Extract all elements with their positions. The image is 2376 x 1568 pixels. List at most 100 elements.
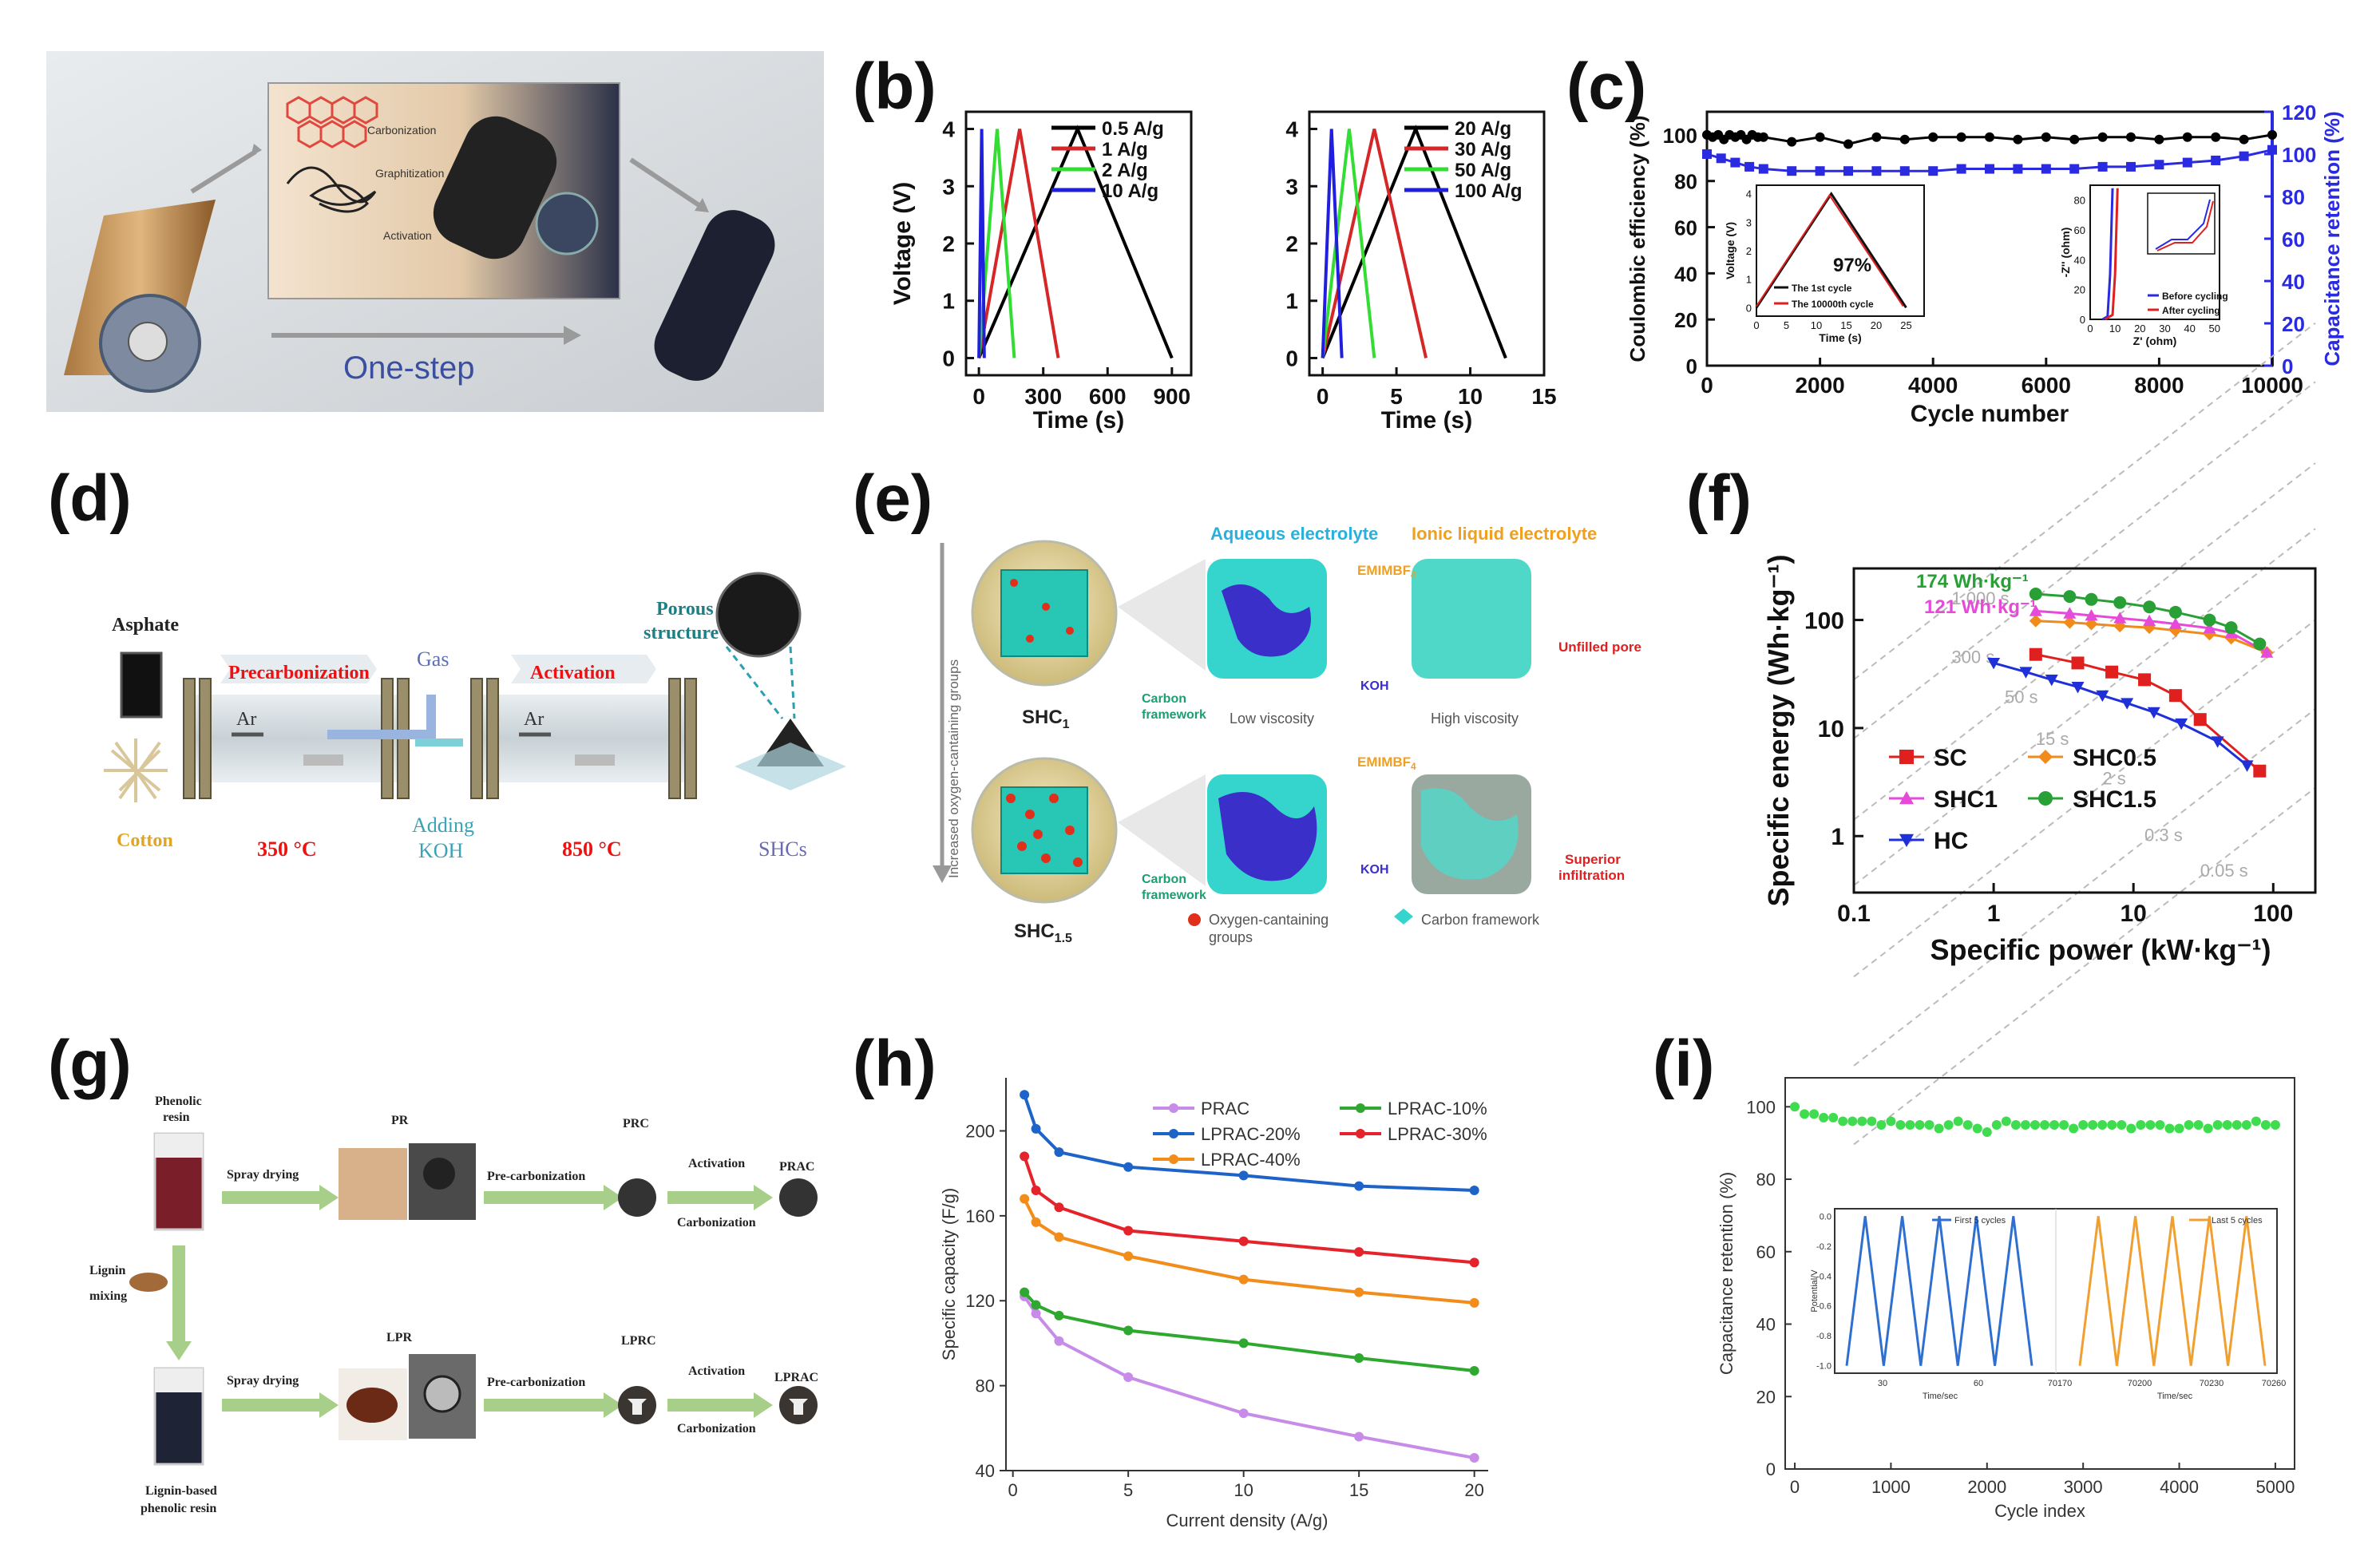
panel-b-left-ytick-label: 4 [942,117,955,142]
panel-d-cone [757,719,824,766]
panel-c-inset2-zoom-before [2155,199,2211,250]
panel-b-left-xtick-label: 0 [972,384,985,409]
panel-c-ce-point [1928,132,1938,142]
panel-i-point [2001,1116,2011,1127]
panel-i-point [2270,1119,2280,1130]
panel-h-point [1238,1274,1249,1285]
panel-c-inset1-xtick: 15 [1840,319,1851,331]
panel-h-point [1238,1408,1249,1419]
panel-i-point [1972,1123,1982,1134]
panel-b-right-legend-label: 30 A/g [1455,139,1511,160]
panel-c-ce-point [1736,129,1746,140]
panel-i-inset-xtick: 30 [1878,1379,1887,1388]
panel-c-ce-point [2239,134,2249,145]
panel-c-ce-point [1871,132,1882,142]
panel-label-c: (c) [1566,50,1647,123]
panel-c-retention-point [1787,166,1797,176]
panel-b-left-legend-label: 0.5 A/g [1102,118,1164,140]
panel-c: 0 2000 4000 6000 8000 10000020406080100020406… [1626,101,2344,427]
panel-c-ytick-left-label: 40 [1674,262,1697,286]
panel-c-ylabel-left: Coulombic efficiency (%) [1626,115,1649,362]
panel-e-shc1: SHC1 [1022,707,1070,731]
panel-c-ce-point [1815,132,1825,142]
panel-e-superior: Superior [1565,852,1621,867]
panel-b-left-legend-label: 10 A/g [1102,180,1158,202]
panel-e-zoom-wedge-1 [1118,559,1206,671]
panel-e-emim-2: EMIMBF4 [1357,754,1416,772]
panel-f-time-line [1853,619,2316,978]
panel-h-point [1054,1202,1064,1213]
panel-c-inset1-ylabel: Voltage (V) [1724,222,1736,279]
panel-c-ce-point [2013,134,2023,145]
panel-c-inset1-xtick: 10 [1811,319,1822,331]
panel-f-point [2063,590,2077,604]
panel-c-inset1-xtick: 0 [1753,319,1759,331]
panel-c-inset1-ytick: 3 [1746,216,1752,228]
panel-a-process-box [267,82,620,299]
panel-f-point [2138,673,2152,687]
panel-c-ce-point [1899,134,1910,145]
panel-i-point [2155,1119,2165,1130]
panel-h-point [1238,1236,1249,1246]
panel-a-label-carbonization: Carbonization [367,124,436,137]
panel-e-shc15-text: SHC [1014,921,1055,942]
panel-c-ce-point [2097,132,2108,142]
panel-d-label-ar1: Ar [236,709,256,730]
panel-h-point [1031,1309,1041,1319]
panel-i-point [2212,1119,2223,1130]
panel-e-shc15-sub: 1.5 [1055,932,1072,945]
panel-c-retention-point [1744,161,1755,172]
panel-c-ytick-right-label: 120 [2282,101,2316,125]
panel-h-legend-label: LPRAC-20% [1201,1124,1301,1144]
panel-c-series-line [1706,148,2273,172]
panel-i-point [1943,1119,1954,1130]
panel-f-point [2143,621,2156,635]
panel-e-emim-1-sub: 4 [1411,569,1416,580]
panel-i-point [1867,1116,1877,1127]
panel-b-right-series-line [1321,129,1428,358]
panel-i-point [2145,1119,2156,1130]
panel-f-legend-label: SHC0.5 [2073,745,2156,771]
panel-i-point [1924,1119,1934,1130]
panel-e-legend-cf-icon [1394,909,1413,925]
panel-c-inset1-ytick: 0 [1746,302,1752,314]
panel-a-background [46,51,824,412]
panel-f-legend-label: SHC1.5 [2073,786,2156,813]
panel-g-lpr-vial [153,1367,204,1466]
panel-e-infiltration: infiltration [1558,868,1625,883]
panel-b-left-series-line [977,129,1016,358]
panel-g-activation1: Activation [688,1157,745,1170]
panel-d-label-t1: 350 °C [257,837,317,861]
panel-i-point [2117,1119,2127,1130]
panel-i-inset-legend-2: Last 5 cycles [2212,1216,2263,1225]
panel-f-point [2071,656,2085,670]
panel-c-inset1-ytick: 2 [1746,245,1752,257]
panel-c-ytick-right-label: 60 [2282,228,2305,251]
panel-c-inset2-zoom-frame [2147,192,2216,255]
panel-c-inset2-zoom-after [2156,200,2214,251]
panel-f-legend-marker [1899,833,1914,847]
panel-i: 0 1000 2000 3000 4000 5000 0 20 40 60 80 100 Cycle i… [1717,1077,2295,1521]
panel-h-point [1354,1247,1364,1257]
panel-i-point [2136,1119,2146,1130]
panel-c-ce-point [2069,134,2080,145]
panel-f-point [2260,646,2274,658]
panel-f-series-line [2035,609,2268,654]
panel-h-series-line [1023,1094,1475,1192]
panel-h-point [1054,1232,1064,1242]
panel-f-point [2203,628,2216,641]
panel-d-asphalt-beaker [120,651,163,719]
panel-e-ionic-title: Ionic liquid electrolyte [1412,524,1597,544]
panel-h-point [1020,1194,1030,1204]
panel-h-legend-label: PRAC [1201,1099,1249,1119]
panel-i-point [2010,1119,2021,1130]
panel-a-porous-tube [433,116,557,259]
panel-i-xtick-label: 1000 [1871,1477,1911,1497]
panel-f-time-line [1853,462,2316,821]
panel-d-label-cotton: Cotton [117,830,173,851]
panel-i-ytick-label: 0 [1766,1459,1776,1479]
panel-c-ce-point [1713,129,1724,140]
panel-a-arrow-in [190,149,257,194]
